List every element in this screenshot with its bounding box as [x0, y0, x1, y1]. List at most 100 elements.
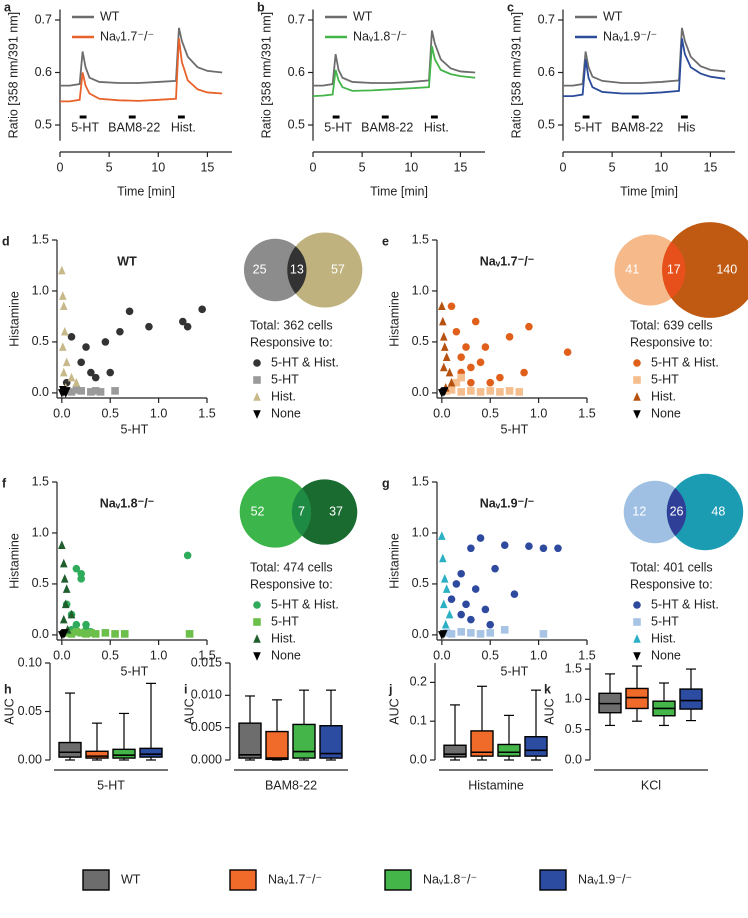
point: [442, 352, 451, 362]
trace: [312, 46, 476, 98]
panel-letter: g: [382, 476, 390, 490]
venn-count: 37: [329, 504, 343, 518]
x-axis-label: Histamine: [468, 778, 524, 792]
legend-title: Responsive to:: [630, 577, 713, 591]
point: [457, 610, 465, 619]
x-tick-label: 0.0: [53, 648, 70, 662]
point: [525, 322, 533, 331]
x-tick-label: 0: [310, 160, 317, 174]
point: [125, 307, 134, 316]
total-label: Total: 401 cells: [630, 560, 713, 574]
legend-marker: [253, 359, 261, 367]
venn-count: 57: [331, 262, 345, 276]
legend-label: WT: [353, 9, 373, 23]
point: [457, 353, 465, 362]
point: [476, 358, 485, 367]
y-tick-label: 1.0: [412, 525, 429, 539]
y-tick-label: 0.0: [412, 627, 429, 641]
box: [292, 723, 316, 759]
stimulus-label: 5-HT: [574, 120, 602, 134]
y-tick-label: 0.7: [288, 12, 305, 26]
y-axis-label: Histamine: [387, 291, 401, 347]
point: [457, 628, 465, 636]
legend-label: None: [651, 406, 681, 420]
legend-label: Naᵥ1.8⁻/⁻: [353, 29, 407, 43]
venn-right: [291, 479, 358, 545]
x-axis-label: 5-HT: [121, 664, 149, 678]
point: [77, 358, 85, 367]
plot-title: Naᵥ1.8⁻/⁻: [100, 496, 155, 510]
point: [442, 584, 451, 593]
legend-label: None: [271, 648, 301, 662]
y-tick-label: 1.0: [32, 283, 49, 297]
point: [101, 629, 110, 637]
legend-label: WT: [603, 9, 623, 23]
y-tick-label: 0.6: [538, 65, 555, 79]
y-tick-label: 0.010: [191, 688, 222, 702]
point: [82, 343, 90, 351]
box: [139, 747, 163, 758]
point: [61, 599, 70, 609]
venn-count: 41: [625, 262, 639, 276]
x-tick-label: 1.5: [578, 406, 595, 420]
legend-label: Naᵥ1.8⁻/⁻: [423, 872, 477, 886]
total-label: Total: 474 cells: [250, 560, 333, 574]
point: [440, 574, 449, 583]
point: [439, 316, 447, 326]
point: [447, 630, 456, 638]
point: [452, 327, 461, 336]
point: [440, 342, 449, 351]
panel-letter: h: [4, 682, 12, 696]
point: [59, 558, 68, 568]
y-tick-label: 1.0: [32, 525, 49, 539]
point: [59, 614, 68, 624]
legend-label: 5-HT: [651, 614, 679, 628]
y-tick-label: 0.000: [191, 752, 222, 766]
x-tick-label: 15: [200, 160, 214, 174]
point: [500, 541, 509, 549]
y-axis-label: AUC: [542, 698, 556, 724]
point: [491, 564, 499, 573]
total-label: Total: 362 cells: [250, 318, 333, 332]
y-axis-label: Histamine: [7, 291, 21, 347]
box: [497, 743, 521, 757]
x-axis-label: KCl: [641, 778, 661, 792]
legend-swatch: [384, 869, 412, 891]
point: [440, 387, 449, 396]
y-tick-label: 0.6: [288, 65, 305, 79]
x-tick-label: 0.5: [102, 648, 119, 662]
point: [438, 531, 446, 540]
point: [120, 630, 129, 638]
y-tick-label: 0.6: [35, 65, 52, 79]
point: [447, 377, 456, 387]
venn-count: 140: [716, 262, 737, 276]
venn-count: 25: [253, 262, 267, 276]
point: [467, 363, 475, 372]
point: [60, 574, 69, 583]
legend-marker: [633, 359, 641, 367]
y-tick-label: 1.0: [565, 692, 582, 706]
box: [238, 722, 262, 759]
point: [67, 333, 76, 341]
point: [447, 386, 456, 394]
box: [679, 688, 703, 710]
legend-label: WT: [121, 872, 141, 886]
point: [476, 534, 485, 542]
point: [439, 599, 448, 609]
stimulus-label: Hist.: [171, 120, 196, 134]
legend-marker: [633, 634, 641, 643]
point: [59, 367, 68, 377]
x-tick-label: 0.5: [482, 406, 499, 420]
y-tick-label: 0.0: [32, 385, 49, 399]
x-tick-label: 1.5: [578, 648, 595, 662]
legend-marker: [633, 618, 641, 626]
point: [62, 357, 71, 367]
plot-title: Naᵥ1.7⁻/⁻: [480, 254, 535, 268]
y-axis-label: Ratio [358 nm/391 nm]: [509, 12, 523, 138]
point: [439, 553, 447, 563]
legend-swatch: [82, 869, 110, 891]
venn-count: 7: [298, 504, 305, 518]
x-axis-label: 5-HT: [501, 664, 529, 678]
x-tick-label: 10: [654, 160, 668, 174]
